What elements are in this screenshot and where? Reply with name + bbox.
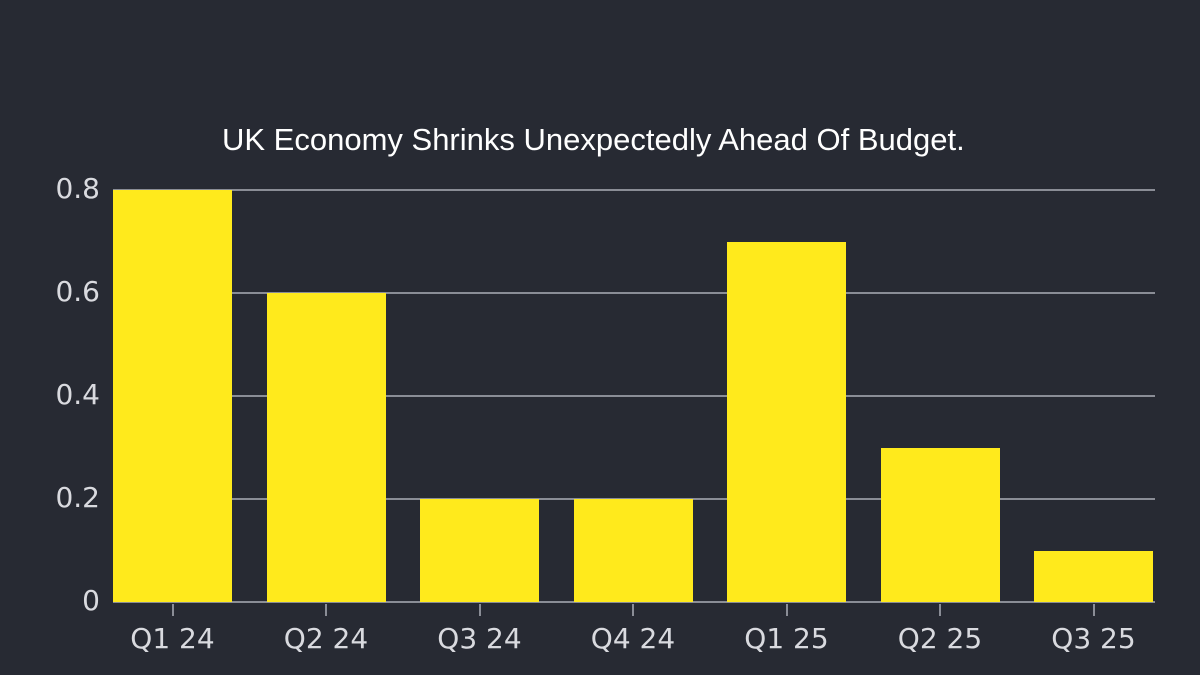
- gridline: [113, 601, 1155, 603]
- bar: [573, 499, 693, 602]
- x-tick-mark: [171, 604, 174, 616]
- x-tick-mark: [478, 604, 481, 616]
- x-tick-label: Q1 25: [744, 622, 829, 655]
- bar: [880, 447, 1000, 602]
- gridline: [113, 395, 1155, 397]
- x-tick-mark: [325, 604, 327, 616]
- bar: [420, 499, 539, 602]
- x-tick-mark: [939, 604, 941, 616]
- y-tick-label: 0.4: [55, 378, 100, 411]
- x-tick-mark: [632, 604, 634, 616]
- y-tick-label: 0.2: [55, 481, 100, 514]
- x-tick-label: Q3 24: [437, 622, 522, 655]
- x-tick-label: Q1 24: [130, 622, 215, 655]
- x-tick-label: Q2 24: [283, 622, 369, 655]
- y-tick-label: 0.8: [55, 172, 100, 205]
- bar: [727, 241, 846, 602]
- gridline: [113, 292, 1155, 294]
- x-tick-label: Q4 24: [590, 622, 676, 655]
- gridline: [113, 189, 1155, 191]
- y-tick-label: 0: [82, 584, 100, 617]
- y-tick-label: 0.6: [55, 275, 100, 308]
- bar: [266, 293, 386, 602]
- bar: [1034, 550, 1153, 602]
- chart-title: UK Economy Shrinks Unexpectedly Ahead Of…: [222, 122, 965, 157]
- x-tick-mark: [1092, 604, 1095, 616]
- x-tick-label: Q3 25: [1051, 622, 1136, 655]
- x-tick-label: Q2 25: [897, 622, 983, 655]
- bar: [113, 190, 232, 602]
- x-tick-mark: [785, 604, 788, 616]
